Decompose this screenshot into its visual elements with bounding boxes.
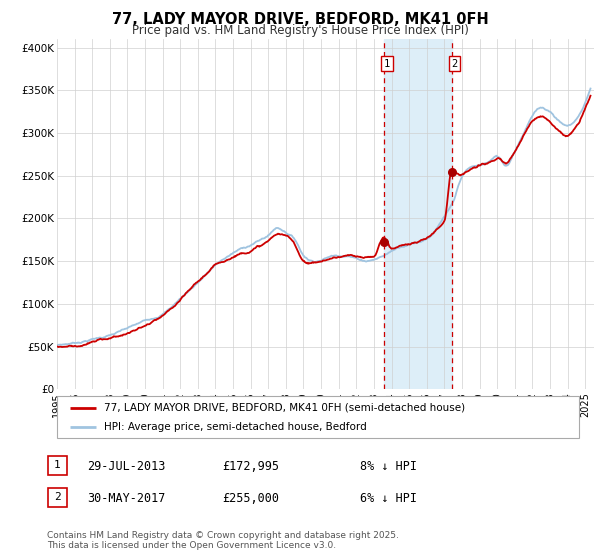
Text: 29-JUL-2013: 29-JUL-2013: [87, 460, 166, 473]
Text: £172,995: £172,995: [222, 460, 279, 473]
Text: 1: 1: [54, 460, 61, 470]
Bar: [384, 39, 452, 389]
FancyBboxPatch shape: [48, 456, 67, 475]
Text: HPI: Average price, semi-detached house, Bedford: HPI: Average price, semi-detached house,…: [104, 422, 367, 432]
Text: 77, LADY MAYOR DRIVE, BEDFORD, MK41 0FH: 77, LADY MAYOR DRIVE, BEDFORD, MK41 0FH: [112, 12, 488, 27]
Text: 1: 1: [383, 59, 390, 69]
Text: 30-MAY-2017: 30-MAY-2017: [87, 492, 166, 505]
Text: 6% ↓ HPI: 6% ↓ HPI: [360, 492, 417, 505]
Text: 8% ↓ HPI: 8% ↓ HPI: [360, 460, 417, 473]
Text: Contains HM Land Registry data © Crown copyright and database right 2025.
This d: Contains HM Land Registry data © Crown c…: [47, 531, 398, 550]
FancyBboxPatch shape: [48, 488, 67, 507]
Text: 2: 2: [451, 59, 457, 69]
Text: Price paid vs. HM Land Registry's House Price Index (HPI): Price paid vs. HM Land Registry's House …: [131, 24, 469, 36]
FancyBboxPatch shape: [57, 396, 579, 438]
Text: 2: 2: [54, 492, 61, 502]
Text: 77, LADY MAYOR DRIVE, BEDFORD, MK41 0FH (semi-detached house): 77, LADY MAYOR DRIVE, BEDFORD, MK41 0FH …: [104, 403, 465, 413]
Text: £255,000: £255,000: [222, 492, 279, 505]
